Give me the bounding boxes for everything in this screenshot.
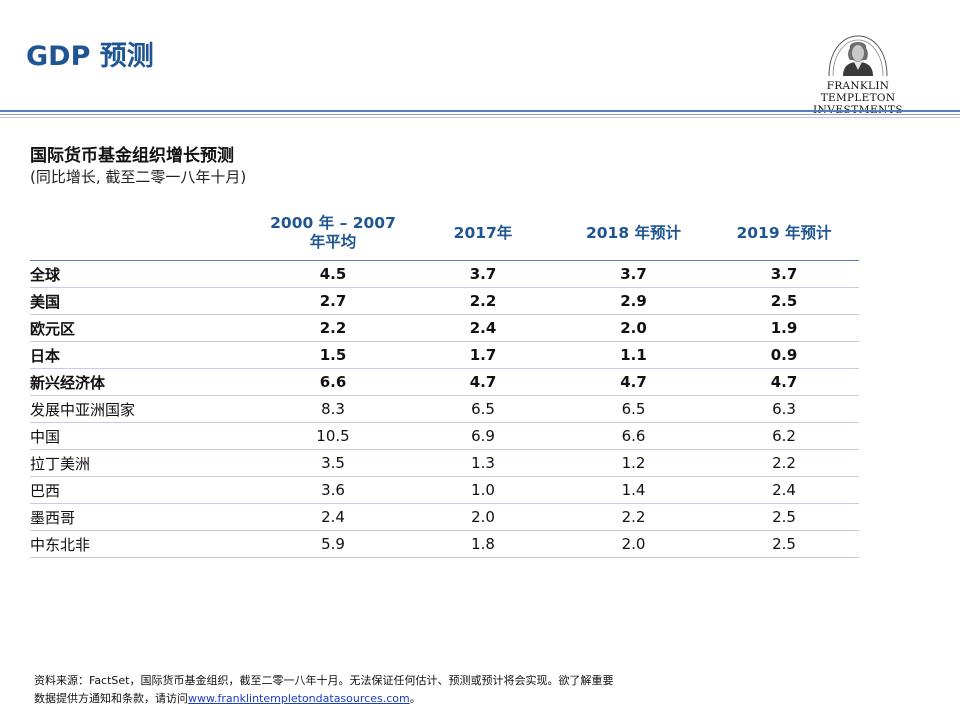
row-label: 发展中亚洲国家 [30,395,258,423]
cell-value: 3.7 [408,260,558,288]
cell-value: 1.8 [408,530,558,558]
footnote-prefix: 数据提供方通知和条款，请访问 [34,692,188,705]
logo-line1: FRANKLIN TEMPLETON [820,80,896,104]
header-divider-thin [0,114,960,115]
table-row: 美国 2.7 2.2 2.9 2.5 [30,287,859,315]
header-region [30,206,258,261]
row-label: 新兴经济体 [30,368,258,396]
cell-value: 6.6 [258,368,408,396]
row-label: 美国 [30,287,258,315]
cell-value: 3.7 [558,260,709,288]
table-header-row: 2000 年 – 2007 年平均 2017年 2018 年预计 2019 年预… [30,206,859,261]
cell-value: 2.0 [558,530,709,558]
cell-value: 1.2 [558,449,709,477]
cell-value: 2.2 [408,287,558,315]
header-col-2: 2018 年预计 [558,206,709,261]
cell-value: 3.5 [258,449,408,477]
cell-value: 1.7 [408,341,558,369]
cell-value: 2.5 [709,287,859,315]
cell-value: 4.5 [258,260,408,288]
footnote-line2: 数据提供方通知和条款，请访问www.franklintempletondatas… [34,690,613,708]
header-col-0: 2000 年 – 2007 年平均 [258,206,408,261]
cell-value: 10.5 [258,422,408,450]
row-label: 墨西哥 [30,503,258,531]
table-row: 中国 10.5 6.9 6.6 6.2 [30,422,859,450]
cell-value: 3.6 [258,476,408,504]
row-label: 全球 [30,260,258,288]
header-col-3-line1: 2019 年预计 [736,223,832,242]
cell-value: 8.3 [258,395,408,423]
table-row: 新兴经济体 6.6 4.7 4.7 4.7 [30,368,859,396]
footnote-suffix: 。 [409,692,421,705]
franklin-templeton-logo: FRANKLIN TEMPLETON INVESTMENTS [788,30,928,116]
row-label: 日本 [30,341,258,369]
cell-value: 4.7 [709,368,859,396]
header-col-0-line2: 年平均 [309,233,357,251]
header-col-1-line1: 2017年 [453,223,513,242]
cell-value: 6.5 [408,395,558,423]
table-row: 墨西哥 2.4 2.0 2.2 2.5 [30,503,859,531]
page-title: GDP 预测 [26,41,154,72]
table-row: 全球 4.5 3.7 3.7 3.7 [30,260,859,288]
cell-value: 1.3 [408,449,558,477]
cell-value: 2.4 [709,476,859,504]
cell-value: 2.2 [558,503,709,531]
row-label: 拉丁美洲 [30,449,258,477]
cell-value: 2.4 [408,314,558,342]
cell-value: 1.1 [558,341,709,369]
footnote-line1: 资料来源：FactSet，国际货币基金组织，截至二零一八年十月。无法保证任何估计… [34,674,614,687]
cell-value: 6.9 [408,422,558,450]
source-footnote: 资料来源：FactSet，国际货币基金组织，截至二零一八年十月。无法保证任何估计… [34,672,613,708]
cell-value: 0.9 [709,341,859,369]
cell-value: 2.0 [408,503,558,531]
header-col-3: 2019 年预计 [709,206,859,261]
cell-value: 1.0 [408,476,558,504]
header-divider [0,110,960,112]
cell-value: 2.2 [258,314,408,342]
table-title: 国际货币基金组织增长预测 [30,146,234,166]
datasources-link[interactable]: www.franklintempletondatasources.com [188,692,410,705]
row-label: 巴西 [30,476,258,504]
cell-value: 1.9 [709,314,859,342]
cell-value: 2.5 [709,503,859,531]
row-label: 中东北非 [30,530,258,558]
cell-value: 2.9 [558,287,709,315]
cell-value: 3.7 [709,260,859,288]
cell-value: 5.9 [258,530,408,558]
cell-value: 4.7 [408,368,558,396]
row-label: 中国 [30,422,258,450]
cell-value: 4.7 [558,368,709,396]
table-row: 日本 1.5 1.7 1.1 0.9 [30,341,859,369]
cell-value: 6.2 [709,422,859,450]
table-row: 欧元区 2.2 2.4 2.0 1.9 [30,314,859,342]
table-row: 发展中亚洲国家 8.3 6.5 6.5 6.3 [30,395,859,423]
cell-value: 2.7 [258,287,408,315]
franklin-portrait-icon [828,35,888,77]
cell-value: 2.4 [258,503,408,531]
cell-value: 6.6 [558,422,709,450]
header-divider-light [0,117,960,118]
cell-value: 6.5 [558,395,709,423]
table-row: 巴西 3.6 1.0 1.4 2.4 [30,476,859,504]
cell-value: 2.2 [709,449,859,477]
header-col-2-line1: 2018 年预计 [585,223,682,242]
header-col-0-line1: 2000 年 – 2007 [270,214,396,232]
cell-value: 2.0 [558,314,709,342]
cell-value: 2.5 [709,530,859,558]
table-row: 中东北非 5.9 1.8 2.0 2.5 [30,530,859,558]
cell-value: 1.4 [558,476,709,504]
row-label: 欧元区 [30,314,258,342]
cell-value: 6.3 [709,395,859,423]
header-col-1: 2017年 [408,206,558,261]
table-row: 拉丁美洲 3.5 1.3 1.2 2.2 [30,449,859,477]
gdp-forecast-table: 2000 年 – 2007 年平均 2017年 2018 年预计 2019 年预… [30,206,859,558]
table-note: (同比增长, 截至二零一八年十月) [30,168,247,186]
cell-value: 1.5 [258,341,408,369]
